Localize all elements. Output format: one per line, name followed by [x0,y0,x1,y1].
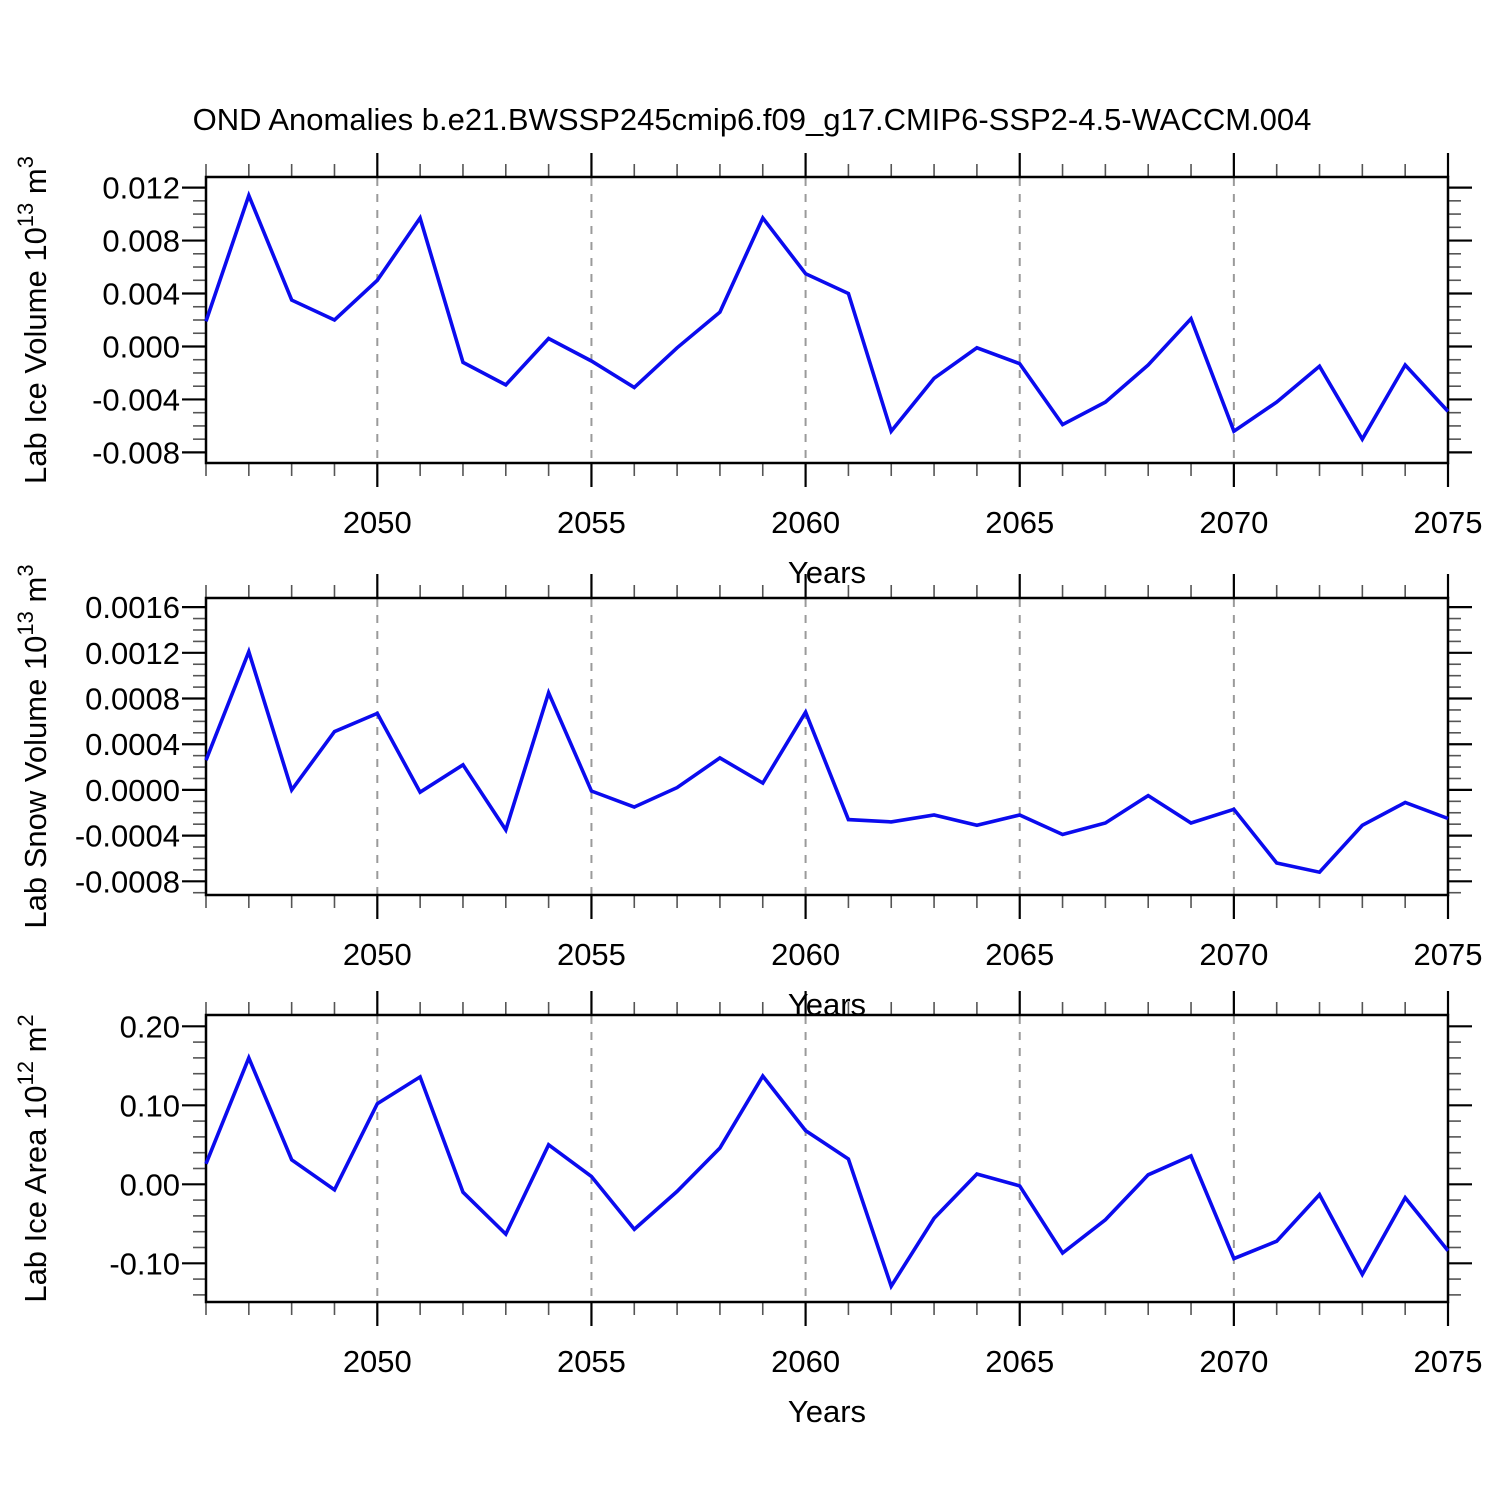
x-ticks [205,991,1450,1326]
y-axis-title-sup: 3 [13,564,38,576]
y-tick-label: 0.000 [102,329,180,364]
x-axis-title: Years [788,987,866,1022]
plot-box [204,1013,1450,1304]
y-tick-label: 0.0012 [85,636,180,671]
y-axis-title: Lab Ice Area 1012 m2 [13,1014,53,1302]
x-tick-label: 2055 [557,937,626,972]
panel-lab-ice-volume: 0.012 0.008 0.004 0.000 -0.004 -0.008 2050 2055… [13,153,1482,590]
x-tick-label: 2075 [1414,1344,1483,1379]
x-tick-label: 2050 [343,937,412,972]
x-tick-label: 2060 [771,937,840,972]
x-tick-label: 2050 [343,505,412,540]
plot-box [204,596,1450,897]
data-line [204,646,1449,875]
y-axis-title-sup: 13 [13,203,38,227]
y-tick-label: -0.008 [92,435,180,470]
y-ticks [182,1025,1472,1296]
x-tick-label: 2070 [1199,505,1268,540]
y-tick-label: -0.0004 [75,819,180,854]
x-tick-label: 2055 [557,505,626,540]
x-ticks [205,153,1450,487]
y-tick-label: 0.20 [120,1009,180,1044]
gridlines [376,178,1235,462]
y-tick-label: 0.012 [102,171,180,206]
panel-lab-snow-volume: 0.0016 0.0012 0.0008 0.0004 0.0000 -0.0004 -0.… [13,564,1482,1022]
y-ticks [182,186,1472,454]
y-tick-label: -0.10 [109,1246,180,1281]
y-tick-label: 0.008 [102,224,180,259]
y-axis-title-sup: 2 [13,1014,38,1026]
y-axis-title-sup: 12 [13,1061,38,1085]
x-tick-label: 2065 [985,1344,1054,1379]
data-line [204,190,1450,443]
y-axis-title-sup: 13 [13,611,38,635]
y-axis-title-sup: 3 [13,156,38,168]
x-axis-title: Years [788,555,866,590]
y-tick-label: 0.0008 [85,682,180,717]
y-tick-label: 0.10 [120,1088,180,1123]
y-axis-title-text: Lab Ice Volume 10 [18,227,53,484]
y-tick-label: -0.004 [92,382,180,417]
x-tick-label: 2065 [985,505,1054,540]
y-axis-title-text: Lab Snow Volume 10 [18,636,53,929]
panel-lab-ice-area: 0.20 0.10 0.00 -0.10 2050 2055 2060 2065 2070 207… [13,991,1482,1429]
x-tick-label: 2060 [771,505,840,540]
x-tick-label: 2075 [1414,937,1483,972]
x-axis-title: Years [788,1394,866,1429]
y-tick-label: 0.0004 [85,727,180,762]
gridlines [376,599,1235,894]
x-tick-label: 2070 [1199,937,1268,972]
y-ticks [182,606,1472,894]
x-tick-label: 2070 [1199,1344,1268,1379]
x-ticks [205,574,1450,919]
gridlines [376,1016,1235,1301]
x-tick-label: 2075 [1414,505,1483,540]
y-axis-title: Lab Snow Volume 1013 m3 [13,564,53,928]
y-axis-title-text: m [18,577,53,611]
panels-group: 0.012 0.008 0.004 0.000 -0.004 -0.008 2050 2055… [13,153,1482,1429]
y-tick-label: 0.004 [102,277,180,312]
y-axis-title: Lab Ice Volume 1013 m3 [13,156,53,484]
x-tick-label: 2050 [343,1344,412,1379]
data-line [204,1053,1450,1291]
x-tick-label: 2060 [771,1344,840,1379]
x-tick-label: 2065 [985,937,1054,972]
y-tick-label: 0.0000 [85,773,180,808]
x-tick-label: 2055 [557,1344,626,1379]
y-tick-label: 0.00 [120,1167,180,1202]
y-tick-label: 0.0016 [85,590,180,625]
y-axis-title-text: m [18,1027,53,1061]
plot-box [204,175,1450,465]
y-tick-label: -0.0008 [75,864,180,899]
y-axis-title-text: m [18,168,53,202]
figure-title: OND Anomalies b.e21.BWSSP245cmip6.f09_g1… [193,102,1312,137]
y-axis-title-text: Lab Ice Area 10 [18,1086,53,1303]
